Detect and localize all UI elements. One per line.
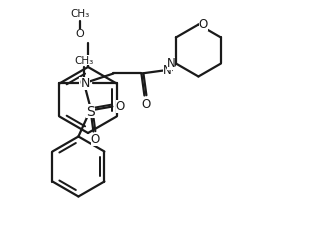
Text: O: O <box>79 77 88 87</box>
Text: CH₃: CH₃ <box>74 56 93 65</box>
Text: CH₃: CH₃ <box>70 9 90 19</box>
Text: O: O <box>91 133 100 146</box>
Text: N: N <box>166 57 175 70</box>
Text: N: N <box>163 64 172 77</box>
Text: N: N <box>81 77 90 90</box>
Text: S: S <box>86 105 95 119</box>
Text: O: O <box>199 18 208 31</box>
Text: O: O <box>116 100 125 113</box>
Text: O: O <box>76 29 84 39</box>
Text: O: O <box>142 98 151 111</box>
